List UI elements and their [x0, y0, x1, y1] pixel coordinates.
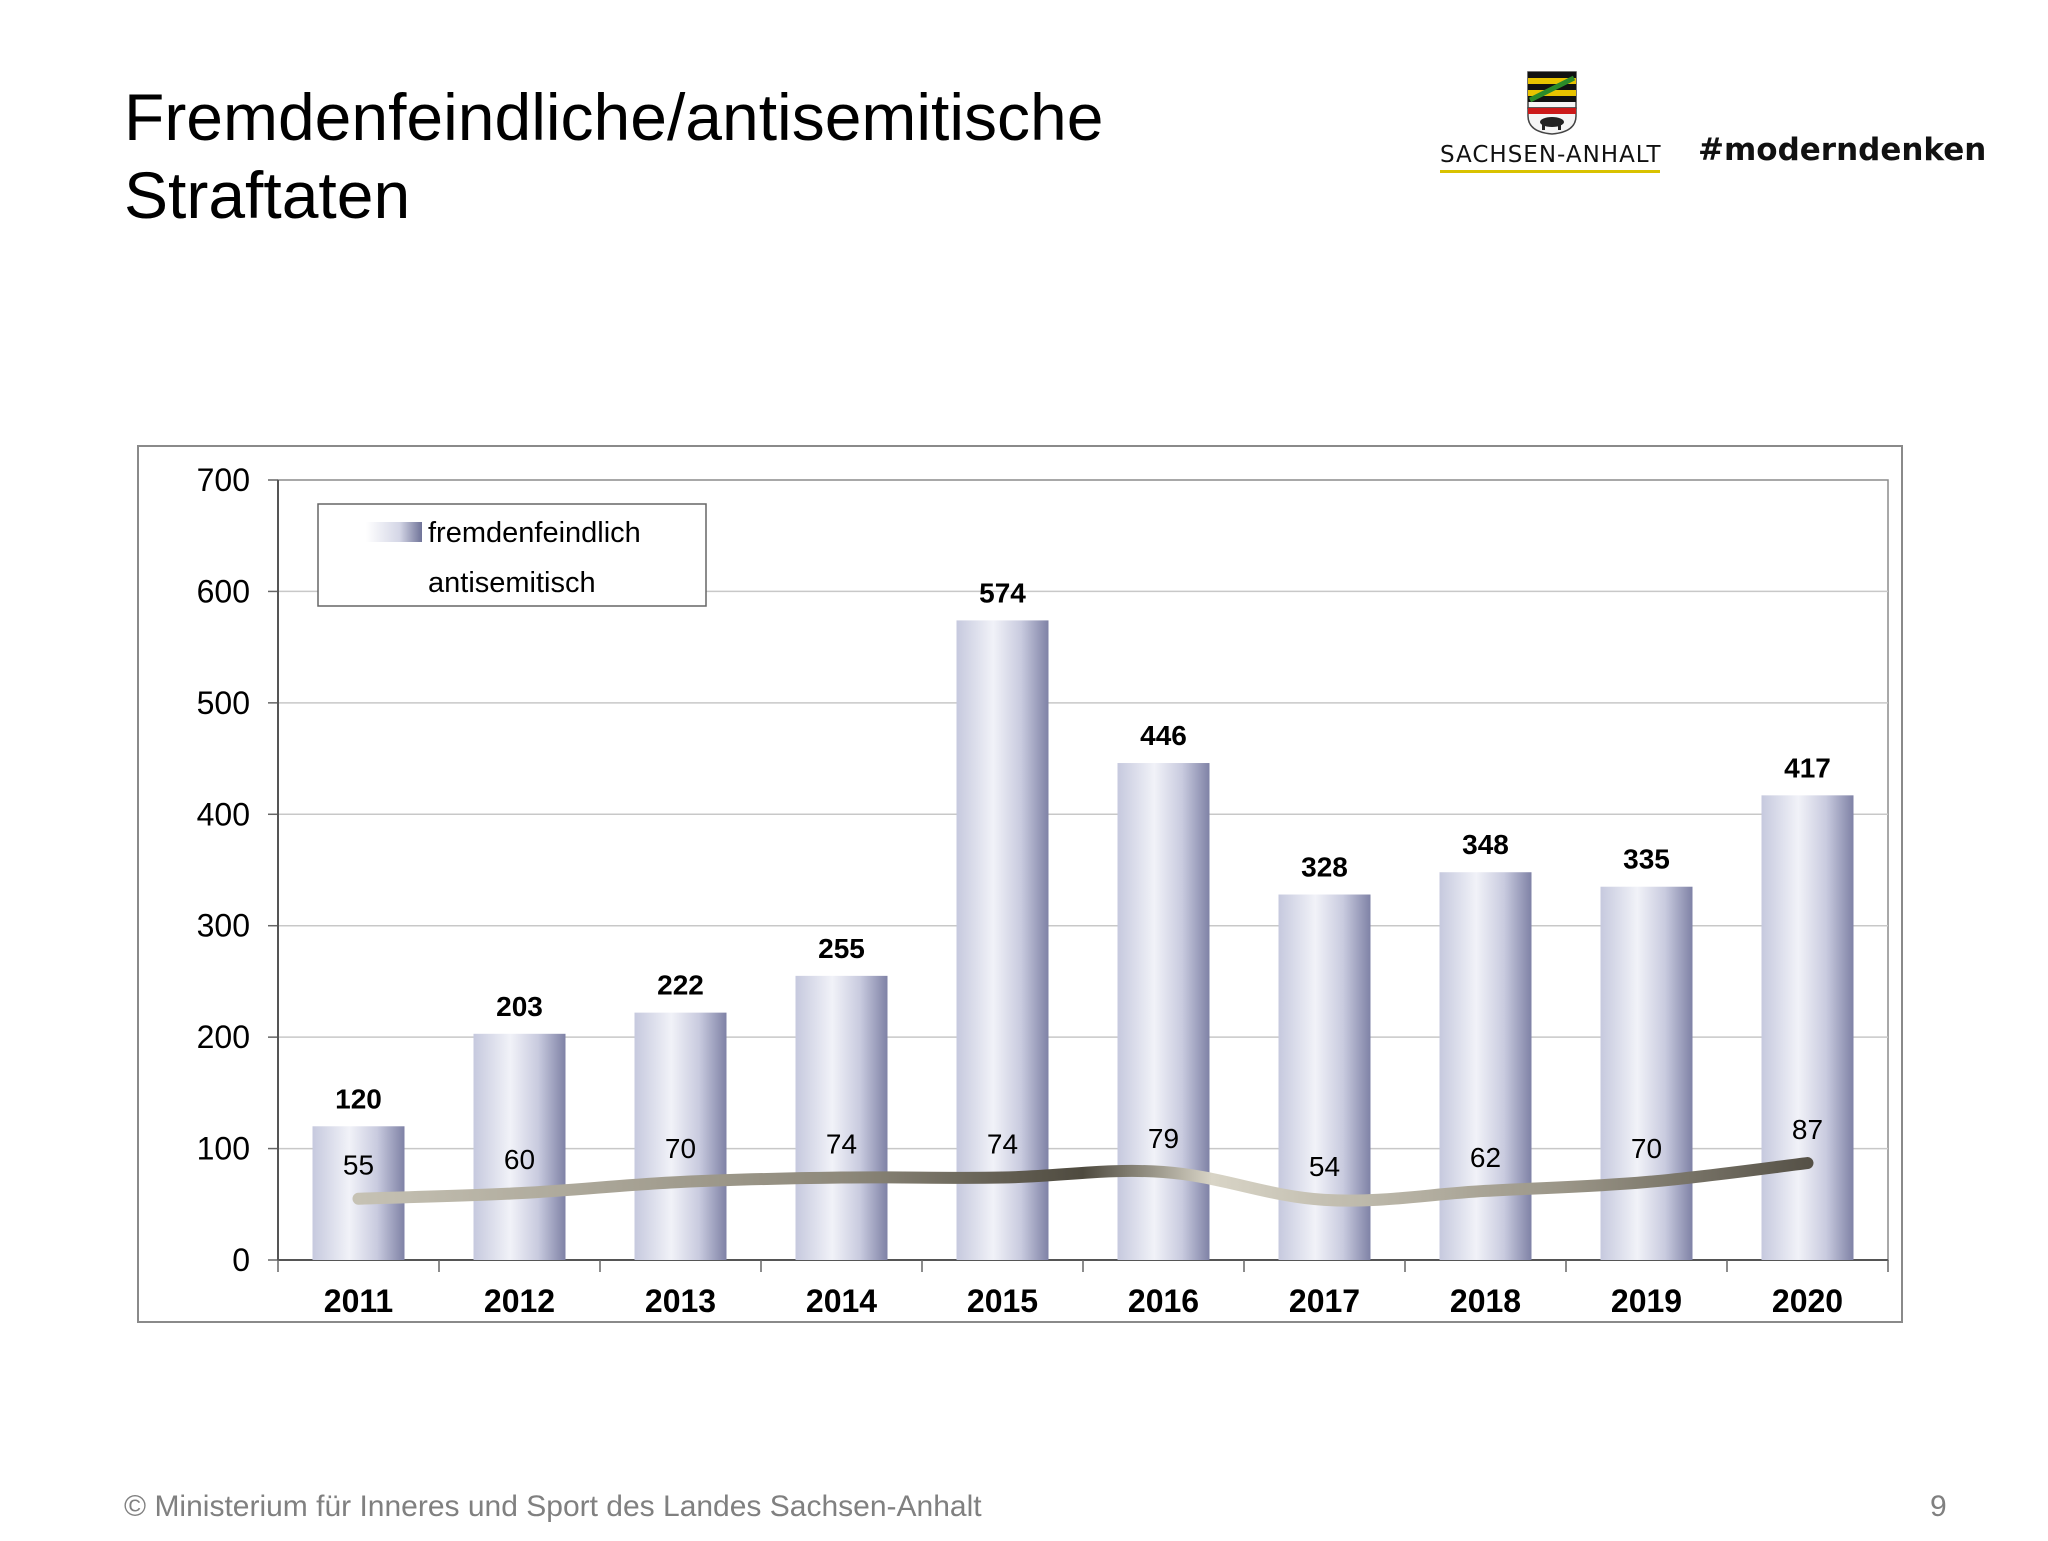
bar-fremdenfeindlich-2020: [1761, 795, 1854, 1260]
line-data-label: 60: [504, 1144, 535, 1175]
x-category-label: 2013: [645, 1283, 716, 1319]
bar-data-label: 222: [657, 970, 704, 1001]
bar-data-label: 417: [1784, 752, 1831, 783]
state-name: SACHSEN-ANHALT: [1440, 142, 1662, 168]
bar-data-label: 203: [496, 991, 543, 1022]
y-tick-label: 100: [197, 1131, 250, 1167]
bar-fremdenfeindlich-2012: [473, 1033, 566, 1260]
coat-of-arms-icon: [1527, 71, 1577, 135]
bar-data-label: 328: [1301, 852, 1348, 883]
bar-data-label: 348: [1462, 829, 1509, 860]
legend-swatch-fremdenfeindlich: [366, 522, 422, 542]
slide-title: Fremdenfeindliche/antisemitische Strafta…: [124, 78, 1324, 234]
line-data-label: 70: [665, 1133, 696, 1164]
x-category-label: 2017: [1289, 1283, 1360, 1319]
x-category-label: 2019: [1611, 1283, 1682, 1319]
logo-area: SACHSEN-ANHALT #moderndenken: [1440, 66, 2000, 176]
line-data-label: 74: [826, 1129, 857, 1160]
x-category-label: 2018: [1450, 1283, 1521, 1319]
state-name-underline: [1440, 170, 1660, 173]
slide-title-line-1: Fremdenfeindliche/antisemitische: [124, 80, 1104, 154]
legend-label-antisemitisch: antisemitisch: [428, 567, 596, 599]
bar-fremdenfeindlich-2015: [956, 620, 1049, 1260]
line-data-label: 54: [1309, 1151, 1340, 1182]
bar-fremdenfeindlich-2018: [1439, 872, 1532, 1260]
x-category-label: 2012: [484, 1283, 555, 1319]
legend-label-fremdenfeindlich: fremdenfeindlich: [428, 517, 641, 549]
x-category-label: 2016: [1128, 1283, 1199, 1319]
y-tick-label: 0: [232, 1242, 250, 1278]
bar-data-label: 255: [818, 933, 865, 964]
line-data-label: 62: [1470, 1142, 1501, 1173]
bar-data-label: 446: [1140, 720, 1187, 751]
line-antisemitisch: [352, 1157, 1814, 1207]
slide-title-line-2: Straftaten: [124, 158, 411, 232]
x-category-label: 2015: [967, 1283, 1038, 1319]
x-category-label: 2011: [324, 1283, 393, 1319]
y-tick-label: 600: [197, 573, 250, 609]
line-data-label: 55: [343, 1150, 374, 1181]
bar-data-label: 120: [335, 1083, 382, 1114]
x-category-label: 2020: [1772, 1283, 1843, 1319]
bar-fremdenfeindlich-2014: [795, 975, 888, 1260]
bar-fremdenfeindlich-2016: [1117, 763, 1210, 1260]
bar-fremdenfeindlich-2013: [634, 1012, 727, 1260]
y-tick-label: 700: [197, 462, 250, 498]
line-data-label: 70: [1631, 1133, 1662, 1164]
page-number: 9: [1930, 1490, 1947, 1523]
footer-copyright: © Ministerium für Inneres und Sport des …: [124, 1490, 982, 1523]
x-category-label: 2014: [806, 1283, 877, 1319]
bar-data-label: 574: [979, 577, 1026, 608]
line-data-label: 79: [1148, 1123, 1179, 1154]
y-tick-label: 500: [197, 685, 250, 721]
bar-data-label: 335: [1623, 844, 1670, 875]
bar-fremdenfeindlich-2019: [1600, 886, 1693, 1260]
y-tick-label: 300: [197, 908, 250, 944]
y-tick-label: 400: [197, 796, 250, 832]
line-data-label: 87: [1792, 1114, 1823, 1145]
legend-box: [317, 503, 707, 607]
line-data-label: 74: [987, 1129, 1018, 1160]
hashtag: #moderndenken: [1698, 132, 1987, 168]
y-tick-label: 200: [197, 1019, 250, 1055]
